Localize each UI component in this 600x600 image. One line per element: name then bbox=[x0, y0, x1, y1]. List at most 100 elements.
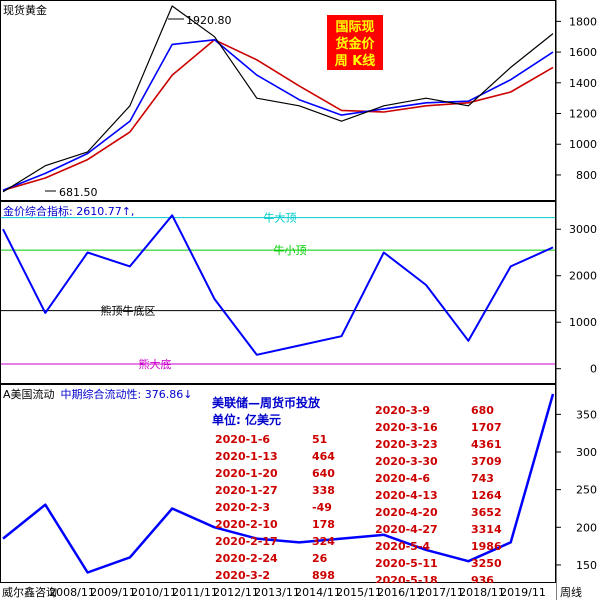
table-date: 2020-5-4 bbox=[375, 540, 430, 553]
table-value: 3652 bbox=[471, 506, 502, 519]
badge-line-2: 货金价 bbox=[335, 36, 375, 52]
table-value: 640 bbox=[312, 467, 335, 480]
y-tick-label: 250 bbox=[576, 484, 597, 497]
mid-title-prefix: 金价综合指标: bbox=[3, 204, 76, 218]
low-annotation: 681.50 bbox=[59, 186, 98, 199]
table-date: 2020-2-24 bbox=[215, 552, 278, 565]
x-axis-ticks: 2008/112009/112010/112011/112012/112013/… bbox=[49, 586, 546, 599]
table-value: 3314 bbox=[471, 523, 502, 536]
top-panel-title: 现货黄金 bbox=[3, 3, 47, 17]
bottom-title-prefix: A美国流动 bbox=[3, 387, 55, 401]
footer-source: 威尔鑫咨询 bbox=[2, 585, 57, 599]
table-date: 2020-4-20 bbox=[375, 506, 438, 519]
y-tick-label: 300 bbox=[576, 446, 597, 459]
badge-line-3: 周 K线 bbox=[335, 53, 376, 69]
x-tick-label: 2019/11 bbox=[500, 586, 546, 599]
table-value: 680 bbox=[471, 404, 494, 417]
level-label: 牛小顶 bbox=[274, 243, 307, 257]
level-label: 牛大顶 bbox=[264, 211, 297, 225]
table-date: 2020-1-13 bbox=[215, 450, 278, 463]
x-tick-label: 2015/11 bbox=[336, 586, 382, 599]
y-tick-label: 1000 bbox=[569, 316, 597, 329]
gold-price-series bbox=[2, 5, 554, 193]
x-tick-label: 2009/11 bbox=[90, 586, 136, 599]
series-line bbox=[2, 38, 554, 192]
x-tick-label: 2010/11 bbox=[131, 586, 177, 599]
table-date: 2020-3-16 bbox=[375, 421, 438, 434]
x-tick-label: 2014/11 bbox=[295, 586, 341, 599]
footer-suffix: 周线 bbox=[560, 585, 582, 599]
table-value: 464 bbox=[312, 450, 335, 463]
table-value: 324 bbox=[312, 535, 335, 548]
y-tick-label: 3000 bbox=[569, 223, 597, 236]
level-label: 熊大底 bbox=[139, 357, 172, 371]
table-value: 3709 bbox=[471, 455, 502, 468]
table-title: 美联储—周货币投放 bbox=[212, 395, 321, 410]
liquidity-series bbox=[2, 393, 555, 574]
table-value: 898 bbox=[312, 569, 335, 582]
table-date: 2020-2-17 bbox=[215, 535, 278, 548]
y-tick-label: 150 bbox=[576, 559, 597, 572]
table-value: 26 bbox=[312, 552, 328, 565]
table-value: -49 bbox=[312, 501, 332, 514]
y-tick-label: 1800 bbox=[569, 15, 597, 28]
high-annotation: 1920.80 bbox=[186, 14, 232, 27]
table-unit: 单位: 亿美元 bbox=[212, 412, 281, 427]
mid-y-ticks: 0 1000 2000 3000 bbox=[556, 223, 597, 376]
y-tick-label: 1000 bbox=[569, 138, 597, 151]
bottom-sub-label: 中期综合流动性: bbox=[61, 387, 145, 401]
table-value: 1707 bbox=[471, 421, 502, 434]
table-left-column: 2020-1-6 51 2020-1-13 464 2020-1-20 640 2020-1… bbox=[215, 433, 335, 582]
level-label: 熊顶牛底区 bbox=[101, 304, 156, 318]
table-date: 2020-4-27 bbox=[375, 523, 438, 536]
top-y-ticks: 800 1000 1200 1400 1600 1800 bbox=[556, 15, 597, 182]
bottom-title-value: 376.86↓ bbox=[145, 388, 193, 401]
bottom-y-ticks: 150 200 250 300 350 bbox=[556, 408, 597, 572]
mid-panel-title: 金价综合指标: 2610.77↑, bbox=[3, 204, 134, 218]
footer-background bbox=[0, 583, 556, 600]
table-date: 2020-3-2 bbox=[215, 569, 270, 582]
x-tick-label: 2013/11 bbox=[254, 586, 300, 599]
table-date: 2020-2-10 bbox=[215, 518, 278, 531]
table-date: 2020-2-3 bbox=[215, 501, 270, 514]
table-value: 1264 bbox=[471, 489, 502, 502]
x-tick-label: 2018/11 bbox=[459, 586, 505, 599]
badge-line-1: 国际现 bbox=[335, 20, 374, 35]
y-tick-label: 350 bbox=[576, 408, 597, 421]
y-tick-label: 800 bbox=[576, 169, 597, 182]
x-tick-label: 2012/11 bbox=[213, 586, 259, 599]
bottom-panel-title: A美国流动 中期综合流动性: 376.86↓ bbox=[3, 387, 192, 401]
table-date: 2020-4-13 bbox=[375, 489, 438, 502]
y-tick-label: 2000 bbox=[569, 270, 597, 283]
table-date: 2020-3-23 bbox=[375, 438, 438, 451]
indicator-series bbox=[2, 214, 554, 356]
y-tick-label: 0 bbox=[590, 363, 597, 376]
x-tick-label: 2011/11 bbox=[172, 586, 218, 599]
table-value: 51 bbox=[312, 433, 327, 446]
y-tick-label: 1200 bbox=[569, 108, 597, 121]
mid-title-value: 2610.77↑, bbox=[76, 205, 134, 218]
table-date: 2020-1-27 bbox=[215, 484, 278, 497]
table-date: 2020-5-11 bbox=[375, 557, 438, 570]
x-tick-label: 2008/11 bbox=[49, 586, 95, 599]
table-date: 2020-3-9 bbox=[375, 404, 430, 417]
mid-panel-frame bbox=[0, 201, 556, 384]
table-value: 338 bbox=[312, 484, 335, 497]
table-value: 178 bbox=[312, 518, 335, 531]
top-panel-frame bbox=[0, 0, 556, 201]
series-line bbox=[2, 393, 555, 574]
table-value: 3250 bbox=[471, 557, 502, 570]
chart-badge bbox=[327, 15, 383, 70]
table-value: 4361 bbox=[471, 438, 502, 451]
table-value: 1986 bbox=[471, 540, 502, 553]
table-date: 2020-1-6 bbox=[215, 433, 270, 446]
series-line bbox=[2, 5, 554, 193]
table-date: 2020-4-6 bbox=[375, 472, 430, 485]
series-line bbox=[2, 214, 554, 356]
table-date: 2020-3-30 bbox=[375, 455, 438, 468]
table-date: 2020-1-20 bbox=[215, 467, 278, 480]
x-tick-label: 2016/11 bbox=[377, 586, 423, 599]
series-line bbox=[2, 38, 554, 192]
